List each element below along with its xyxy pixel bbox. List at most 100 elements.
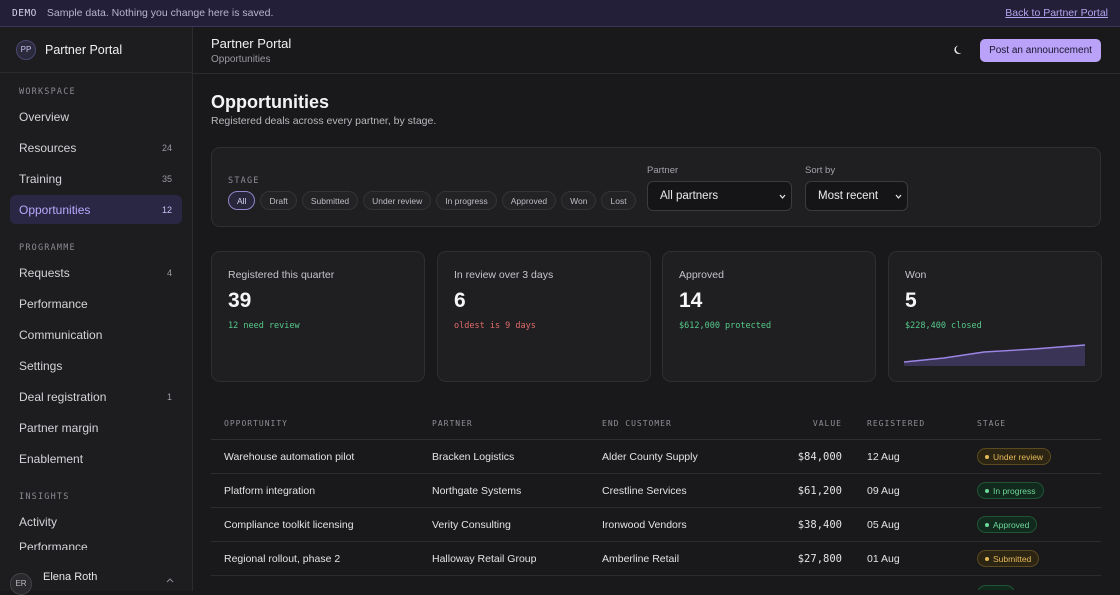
col-partner[interactable]: PARTNER — [432, 419, 473, 428]
demo-notice: Sample data. Nothing you change here is … — [46, 7, 274, 19]
sidebar-item-label: Performance — [19, 296, 88, 311]
stage-chip-won[interactable]: Won — [561, 191, 597, 210]
sort-select-value: Most recent — [818, 190, 879, 202]
table-row[interactable]: Regional rollout, phase 2 Halloway Retai… — [211, 542, 1101, 576]
user-name: Elena Roth — [43, 571, 98, 583]
sidebar-item-count: 4 — [166, 267, 172, 278]
sidebar-item-performance[interactable]: Performance — [10, 289, 182, 318]
stat-note: oldest is 9 days — [454, 321, 536, 331]
status-dot — [985, 488, 989, 493]
sidebar-item-insights-performance[interactable]: Performance — [10, 538, 182, 550]
stage-chip-draft[interactable]: Draft — [260, 191, 297, 210]
stat-label: Won — [905, 269, 927, 281]
brand-avatar: PP — [16, 39, 36, 60]
sidebar-item-count: 24 — [161, 142, 172, 153]
user-profile[interactable]: ER Elena Roth — [0, 567, 192, 595]
stage-chip-under-review[interactable]: Under review — [363, 191, 432, 210]
stat-label: In review over 3 days — [454, 269, 554, 281]
cell-opportunity: Platform integration — [224, 485, 316, 497]
stat-value: 14 — [679, 289, 703, 312]
user-avatar: ER — [10, 573, 32, 595]
stat-label: Registered this quarter — [228, 269, 335, 281]
status-dot — [985, 454, 989, 459]
table-row[interactable]: Compliance toolkit licensing Verity Cons… — [211, 508, 1101, 542]
sidebar-item-resources[interactable]: Resources 24 — [10, 133, 182, 162]
col-stage[interactable]: STAGE — [977, 419, 1007, 428]
cell-value: $61,200 — [797, 485, 842, 497]
cell-registered: 05 Aug — [867, 519, 900, 531]
cell-value: $27,800 — [797, 553, 842, 565]
sidebar-item-label: Performance — [19, 540, 88, 550]
stage-chip-all[interactable]: All — [228, 191, 256, 210]
sidebar-item-label: Activity — [19, 514, 58, 529]
sidebar-item-activity[interactable]: Activity — [10, 507, 182, 536]
sidebar-item-training[interactable]: Training 35 — [10, 164, 182, 193]
back-to-portal-link[interactable]: Back to Partner Portal — [1005, 7, 1108, 19]
cell-registered: 01 Aug — [867, 553, 900, 565]
table-row-partial[interactable] — [211, 576, 1101, 590]
sidebar-item-count: 1 — [166, 391, 172, 402]
stage-chip-lost[interactable]: Lost — [601, 191, 636, 210]
stage-chip-submitted[interactable]: Submitted — [301, 191, 359, 210]
stage-chips: All Draft Submitted Under review In prog… — [228, 191, 636, 210]
opportunities-table: OPPORTUNITY PARTNER END CUSTOMER VALUE R… — [211, 407, 1101, 590]
sidebar-item-label: Overview — [19, 109, 70, 124]
stat-card-approved: Approved 14 $612,000 protected — [662, 251, 876, 382]
sidebar-item-label: Opportunities — [19, 202, 91, 217]
col-registered[interactable]: REGISTERED — [867, 419, 926, 428]
sidebar: PP Partner Portal WORKSPACE Overview Res… — [0, 27, 193, 595]
sidebar-item-opportunities[interactable]: Opportunities 12 — [10, 195, 182, 224]
cell-customer: Alder County Supply — [602, 451, 698, 463]
col-opportunity[interactable]: OPPORTUNITY — [224, 419, 288, 428]
sidebar-item-label: Resources — [19, 140, 77, 155]
cell-partner: Northgate Systems — [432, 485, 522, 497]
cell-partner: Bracken Logistics — [432, 451, 515, 463]
sidebar-item-label: Training — [19, 171, 62, 186]
sidebar-item-count: 12 — [161, 204, 172, 215]
table-header: OPPORTUNITY PARTNER END CUSTOMER VALUE R… — [211, 407, 1101, 440]
sidebar-item-label: Deal registration — [19, 389, 107, 404]
status-label: Approved — [993, 519, 1030, 530]
page-subtitle: Registered deals across every partner, b… — [211, 115, 437, 127]
stage-chip-approved[interactable]: Approved — [501, 191, 557, 210]
cell-customer: Ironwood Vendors — [602, 519, 687, 531]
status-badge: Under review — [977, 448, 1052, 465]
sidebar-item-label: Requests — [19, 265, 70, 280]
cell-customer: Crestline Services — [602, 485, 687, 497]
sidebar-item-communication[interactable]: Communication — [10, 320, 182, 349]
partner-select[interactable]: All partners — [647, 181, 792, 211]
post-announcement-button[interactable]: Post an announcement — [980, 39, 1101, 62]
table-row[interactable]: Platform integration Northgate Systems C… — [211, 474, 1101, 508]
cell-opportunity: Compliance toolkit licensing — [224, 519, 354, 531]
sort-label: Sort by — [805, 165, 836, 176]
sort-select[interactable]: Most recent — [805, 181, 908, 211]
cell-opportunity: Warehouse automation pilot — [224, 451, 355, 463]
sidebar-item-overview[interactable]: Overview — [10, 102, 182, 131]
expand-icon — [166, 578, 174, 583]
stage-chip-in-progress[interactable]: In progress — [436, 191, 497, 210]
stat-value: 39 — [228, 289, 252, 312]
partner-label: Partner — [647, 165, 679, 176]
sidebar-item-deal-registration[interactable]: Deal registration 1 — [10, 382, 182, 411]
sidebar-item-enablement[interactable]: Enablement — [10, 444, 182, 473]
sidebar-item-label: Partner margin — [19, 420, 99, 435]
section-programme: PROGRAMME — [19, 243, 76, 253]
cell-registered: 12 Aug — [867, 451, 900, 463]
sidebar-item-partner-margin[interactable]: Partner margin — [10, 413, 182, 442]
stat-card-in-review: In review over 3 days 6 oldest is 9 days — [437, 251, 651, 382]
sidebar-item-settings[interactable]: Settings — [10, 351, 182, 380]
brand[interactable]: PP Partner Portal — [0, 27, 192, 73]
status-dot — [985, 522, 989, 527]
breadcrumb: Opportunities — [211, 54, 271, 65]
moon-icon[interactable] — [953, 44, 965, 56]
status-badge: In progress — [977, 482, 1044, 499]
stat-note: $228,400 closed — [905, 321, 982, 331]
sidebar-item-label: Communication — [19, 327, 103, 342]
col-end-customer[interactable]: END CUSTOMER — [602, 419, 672, 428]
table-row[interactable]: Warehouse automation pilot Bracken Logis… — [211, 440, 1101, 474]
status-label: In progress — [993, 485, 1036, 496]
cell-value: $84,000 — [797, 451, 842, 463]
cell-customer: Amberline Retail — [602, 553, 680, 565]
col-value[interactable]: VALUE — [812, 419, 842, 428]
sidebar-item-requests[interactable]: Requests 4 — [10, 258, 182, 287]
